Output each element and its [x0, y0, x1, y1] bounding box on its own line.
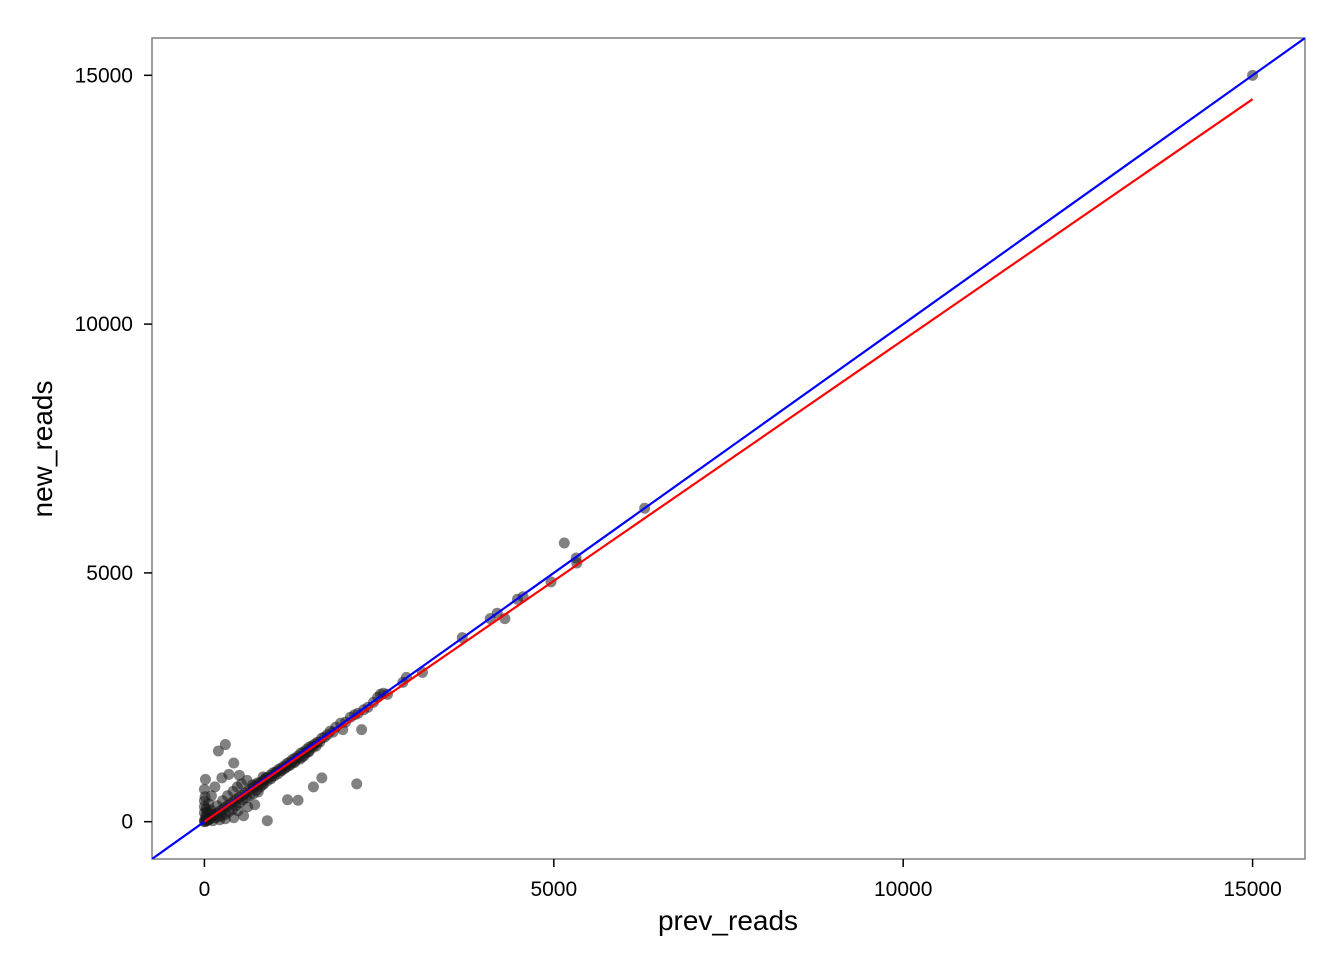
data-point [558, 537, 570, 549]
x-axis-ticks: 0 5000 10000 15000 [199, 859, 1282, 901]
y-axis-title: new_reads [27, 381, 58, 518]
data-point [212, 745, 224, 757]
data-point [228, 812, 240, 824]
data-point [219, 739, 231, 751]
x-tick-label: 0 [199, 878, 211, 901]
x-tick-label: 15000 [1223, 878, 1281, 901]
reference-lines-layer [152, 38, 1305, 859]
data-point [351, 778, 363, 790]
data-point [223, 768, 235, 780]
x-tick-label: 10000 [874, 878, 932, 901]
y-tick-label: 10000 [75, 313, 133, 336]
data-point [199, 773, 211, 785]
x-axis-title: prev_reads [658, 905, 798, 936]
y-tick-label: 5000 [86, 562, 133, 585]
data-point [198, 783, 210, 795]
y-tick-label: 0 [121, 811, 133, 834]
data-point [242, 801, 254, 813]
data-point [316, 772, 328, 784]
data-point [228, 757, 240, 769]
data-point [282, 794, 294, 806]
data-point [261, 815, 273, 827]
identity-line [152, 38, 1305, 859]
data-point [356, 724, 368, 736]
y-axis-ticks: 0 5000 10000 15000 [75, 64, 152, 834]
x-tick-label: 5000 [530, 878, 577, 901]
fit-line [203, 98, 1254, 823]
data-point [307, 781, 319, 793]
data-point [238, 810, 250, 822]
data-point [292, 794, 304, 806]
data-point [209, 781, 221, 793]
y-tick-label: 15000 [75, 64, 133, 87]
